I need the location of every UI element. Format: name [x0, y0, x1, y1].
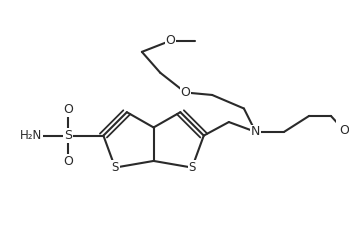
Text: S: S [64, 129, 72, 142]
Text: S: S [111, 161, 119, 174]
Text: O: O [165, 34, 175, 47]
Text: H₂N: H₂N [20, 129, 43, 142]
Text: S: S [188, 161, 196, 174]
Text: O: O [64, 155, 73, 168]
Text: N: N [251, 125, 260, 138]
Text: O: O [64, 103, 73, 116]
Text: O: O [339, 124, 349, 137]
Text: O: O [180, 86, 190, 99]
